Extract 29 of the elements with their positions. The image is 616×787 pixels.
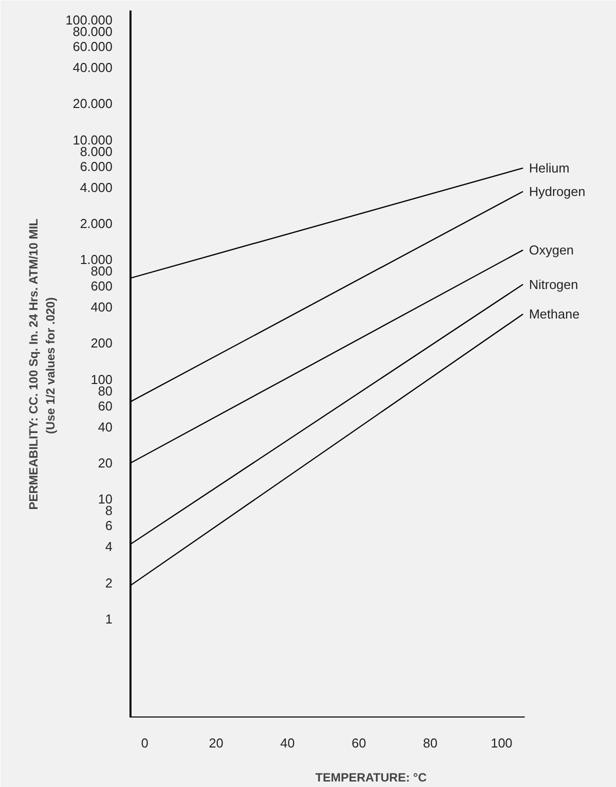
y-tick-label: 6.000 xyxy=(80,158,113,174)
series-label: Oxygen xyxy=(528,242,574,258)
y-tick-label: 2.000 xyxy=(80,216,113,231)
y-tick-label: 4 xyxy=(105,539,113,554)
y-tick-label: 200 xyxy=(90,336,113,351)
y-tick-label: 400 xyxy=(90,300,113,315)
x-tick-label: 40 xyxy=(280,736,295,750)
series-label: Nitrogen xyxy=(528,276,578,292)
y-tick-label: 20 xyxy=(98,456,113,470)
y-axis-title: PERMEABILITY: CC. 100 Sq. In. 24 Hrs. ATM/10 MIL (Use 1/2 values for .020) xyxy=(26,218,58,510)
x-axis-title: TEMPERATURE: °C xyxy=(315,770,427,784)
x-tick-label: 0 xyxy=(141,736,148,750)
series-label: Helium xyxy=(528,160,570,176)
x-tick-label: 60 xyxy=(352,736,366,750)
x-tick-label: 20 xyxy=(208,736,224,750)
y-tick-label: 4.000 xyxy=(80,180,113,195)
y-tick-label: 40 xyxy=(98,419,113,434)
x-tick-label: 100 xyxy=(490,736,512,750)
y-tick-label: 600 xyxy=(90,278,113,294)
y-tick-label: 40.000 xyxy=(72,60,113,76)
x-tick-label: 80 xyxy=(422,736,438,750)
y-tick-label: 60.000 xyxy=(72,39,113,54)
y-tick-label: 60 xyxy=(98,398,113,414)
y-tick-label: 6 xyxy=(105,518,113,534)
series-label: Methane xyxy=(528,306,580,322)
y-tick-label: 20.000 xyxy=(72,96,113,112)
y-tick-label: 1 xyxy=(105,611,113,626)
y-tick-label: 2 xyxy=(105,575,113,590)
series-label: Hydrogen xyxy=(528,184,586,199)
